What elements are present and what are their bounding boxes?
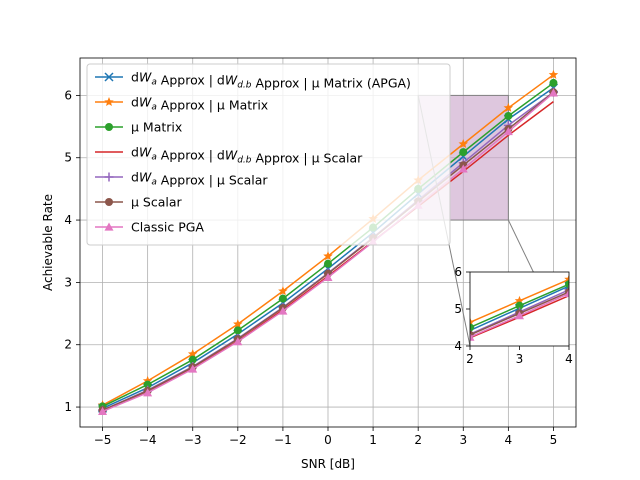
x-tick-label: 2 bbox=[414, 433, 422, 447]
data-point bbox=[503, 127, 513, 136]
tick-labels: −5 −4 −3 −2 −1 0 1 2 3 4 5 1 2 3 4 5 6 bbox=[64, 88, 557, 447]
x-tick-label: −1 bbox=[274, 433, 292, 447]
data-point bbox=[548, 88, 558, 97]
x-tick-label: −2 bbox=[229, 433, 247, 447]
data-point bbox=[458, 139, 469, 149]
data-point bbox=[278, 286, 288, 296]
legend-entry: dWa Approx | μ Scalar bbox=[95, 170, 268, 188]
data-point bbox=[514, 295, 525, 305]
inset-zoom-plot: 2 3 4 4 5 6 bbox=[454, 265, 573, 366]
data-point bbox=[143, 380, 152, 389]
legend-entry: μ Scalar bbox=[95, 195, 183, 210]
legend-label: Classic PGA bbox=[131, 220, 204, 235]
legend-label: dWa Approx | μ Matrix bbox=[131, 95, 268, 113]
data-point bbox=[105, 198, 113, 206]
data-point bbox=[549, 78, 558, 87]
data-point bbox=[323, 251, 333, 261]
data-point bbox=[188, 355, 197, 364]
x-tick-label: −4 bbox=[139, 433, 157, 447]
inset-series bbox=[470, 274, 569, 341]
inset-series-group bbox=[470, 294, 569, 339]
x-axis-label: SNR [dB] bbox=[301, 457, 355, 471]
data-point bbox=[503, 102, 514, 112]
legend-entry: dWa Approx | dWd.b Approx | μ Matrix (AP… bbox=[95, 70, 411, 91]
data-point bbox=[98, 406, 108, 416]
data-point bbox=[565, 280, 569, 289]
data-point bbox=[459, 148, 468, 157]
y-tick-label: 1 bbox=[64, 400, 72, 414]
x-tick-label: 0 bbox=[324, 433, 332, 447]
data-point bbox=[233, 326, 242, 335]
x-tick-label: 3 bbox=[459, 433, 467, 447]
data-point bbox=[104, 72, 114, 82]
y-tick-label: 4 bbox=[64, 213, 72, 227]
legend-label: μ Matrix bbox=[131, 120, 182, 135]
y-tick-label: 3 bbox=[64, 275, 72, 289]
legend-entry: μ Matrix bbox=[95, 120, 182, 135]
data-point bbox=[548, 69, 559, 79]
y-axis-label: Achievable Rate bbox=[41, 194, 55, 291]
data-point bbox=[187, 349, 198, 359]
legend-box bbox=[86, 63, 451, 246]
data-point bbox=[104, 172, 114, 182]
legend-entry: dWa Approx | μ Matrix bbox=[95, 95, 268, 113]
data-point bbox=[470, 332, 475, 341]
inset-y-tick-label: 6 bbox=[454, 265, 462, 279]
legend-label: dWa Approx | dWd.b Approx | μ Scalar bbox=[131, 145, 363, 166]
data-point bbox=[233, 337, 243, 346]
inset-series-line bbox=[470, 283, 569, 329]
inset-x-tick-label: 2 bbox=[466, 352, 474, 366]
data-point bbox=[515, 301, 524, 310]
data-point bbox=[278, 306, 288, 315]
data-point bbox=[105, 123, 113, 131]
axes bbox=[76, 57, 577, 431]
inset-series-line bbox=[470, 278, 569, 324]
data-point bbox=[143, 388, 153, 397]
legend-entry: Classic PGA bbox=[95, 220, 204, 235]
inset-series-group bbox=[470, 280, 569, 332]
x-tick-label: −3 bbox=[184, 433, 202, 447]
legend: dWa Approx | dWd.b Approx | μ Matrix (AP… bbox=[86, 63, 451, 246]
inset-series-group bbox=[470, 288, 569, 341]
inset-x-tick-label: 3 bbox=[516, 352, 524, 366]
x-tick-label: 1 bbox=[369, 433, 377, 447]
inset-series-line bbox=[470, 292, 569, 338]
data-point bbox=[504, 111, 513, 120]
legend-label: μ Scalar bbox=[131, 195, 183, 210]
inset-x-tick-label: 4 bbox=[565, 352, 573, 366]
inset-y-tick-label: 5 bbox=[454, 302, 462, 316]
data-point bbox=[470, 323, 474, 332]
plot-frame bbox=[79, 57, 577, 428]
data-point bbox=[142, 375, 153, 385]
x-tick-label: 4 bbox=[505, 433, 513, 447]
y-tick-label: 2 bbox=[64, 338, 72, 352]
data-point bbox=[104, 97, 114, 107]
inset-series-line bbox=[470, 288, 569, 335]
x-tick-label: 5 bbox=[550, 433, 558, 447]
data-point bbox=[278, 294, 287, 303]
y-tick-label: 5 bbox=[64, 151, 72, 165]
data-point bbox=[188, 364, 198, 373]
legend-label: dWa Approx | μ Scalar bbox=[131, 170, 268, 188]
inset-series-line bbox=[470, 291, 569, 336]
legend-entry: dWa Approx | dWd.b Approx | μ Scalar bbox=[95, 145, 363, 166]
data-point bbox=[104, 222, 114, 231]
data-point bbox=[458, 164, 468, 173]
legend-label: dWa Approx | dWd.b Approx | μ Matrix (AP… bbox=[131, 70, 411, 91]
inset-series-line bbox=[470, 294, 569, 339]
data-point bbox=[564, 288, 569, 298]
inset-series-line bbox=[470, 285, 569, 332]
x-tick-label: −5 bbox=[94, 433, 112, 447]
data-point bbox=[233, 319, 243, 329]
data-point bbox=[515, 311, 524, 320]
data-point bbox=[323, 272, 333, 282]
inset-y-tick-label: 4 bbox=[454, 339, 462, 353]
y-tick-label: 6 bbox=[64, 88, 72, 102]
data-point bbox=[324, 259, 332, 268]
